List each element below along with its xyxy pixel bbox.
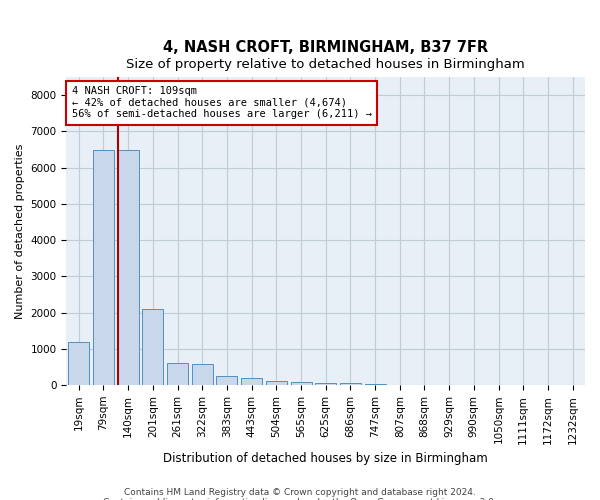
Bar xyxy=(266,381,287,385)
Y-axis label: Number of detached properties: Number of detached properties xyxy=(15,144,25,319)
Bar xyxy=(217,376,238,385)
Title: 4, NASH CROFT, BIRMINGHAM, B37 7FR: 4, NASH CROFT, BIRMINGHAM, B37 7FR xyxy=(163,40,488,55)
Text: Contains public sector information licensed under the Open Government Licence v3: Contains public sector information licen… xyxy=(103,498,497,500)
Bar xyxy=(315,383,336,385)
Bar xyxy=(192,364,213,385)
X-axis label: Distribution of detached houses by size in Birmingham: Distribution of detached houses by size … xyxy=(163,452,488,465)
Bar xyxy=(241,378,262,385)
Bar xyxy=(167,364,188,385)
Bar xyxy=(290,382,311,385)
Bar xyxy=(142,309,163,385)
Bar xyxy=(365,384,386,385)
Bar xyxy=(118,150,139,385)
Text: 4 NASH CROFT: 109sqm
← 42% of detached houses are smaller (4,674)
56% of semi-de: 4 NASH CROFT: 109sqm ← 42% of detached h… xyxy=(71,86,371,120)
Bar xyxy=(93,150,114,385)
Bar xyxy=(340,384,361,385)
Text: Contains HM Land Registry data © Crown copyright and database right 2024.: Contains HM Land Registry data © Crown c… xyxy=(124,488,476,497)
Bar xyxy=(68,342,89,385)
Text: Size of property relative to detached houses in Birmingham: Size of property relative to detached ho… xyxy=(127,58,525,71)
